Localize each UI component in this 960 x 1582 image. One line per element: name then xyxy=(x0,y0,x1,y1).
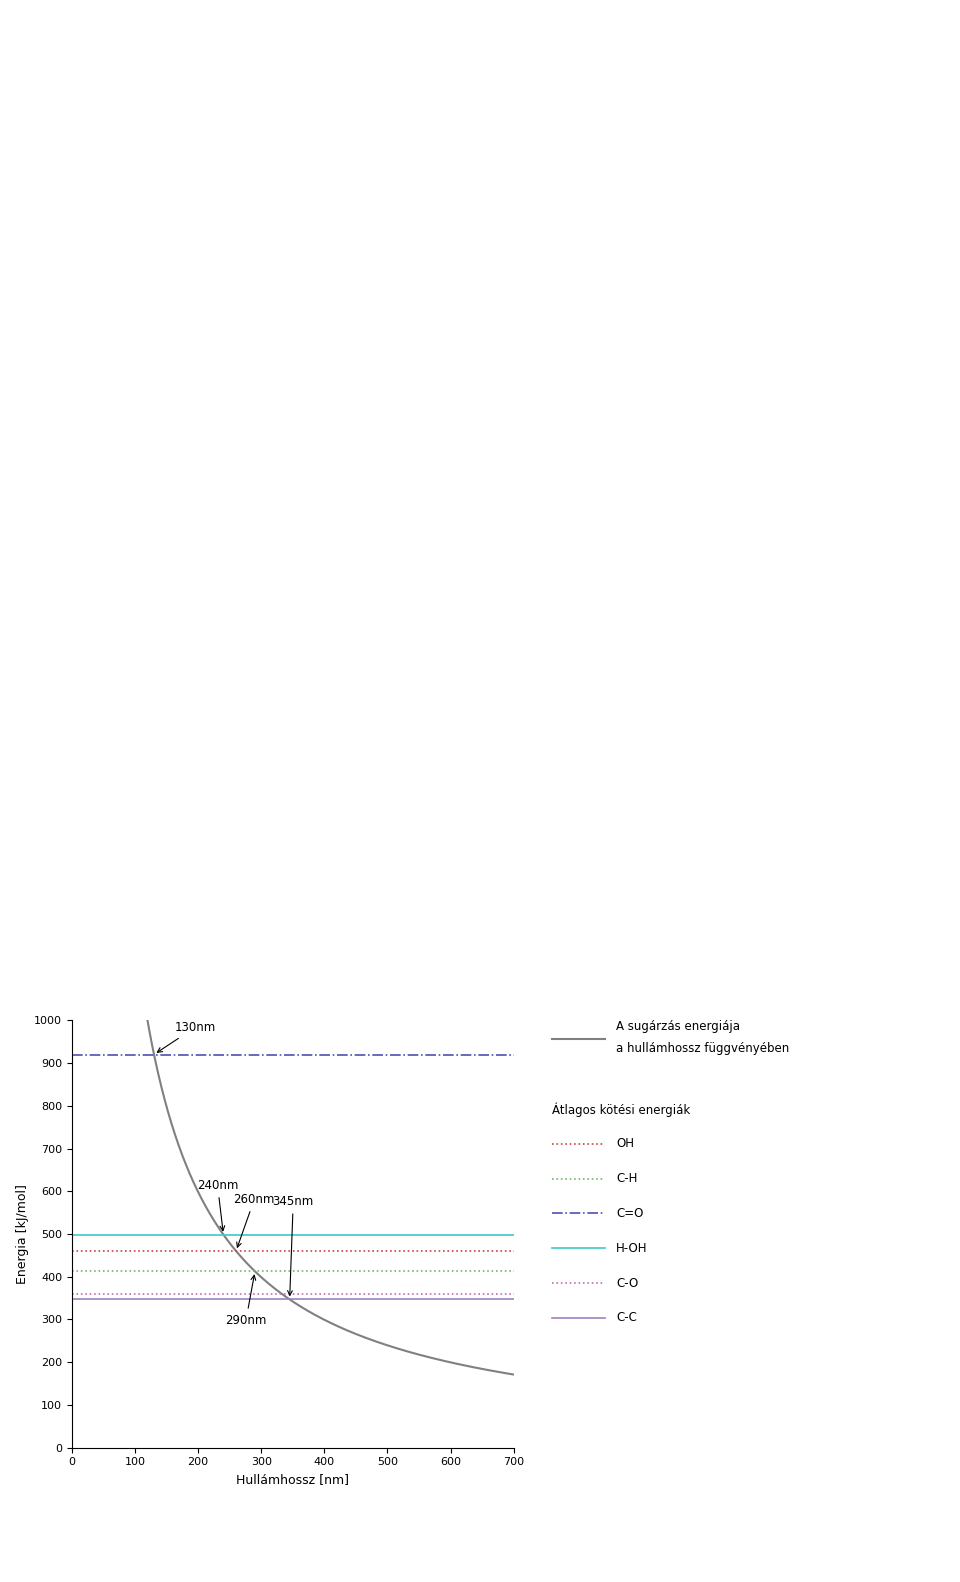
Text: 260nm: 260nm xyxy=(233,1193,275,1247)
Text: C-H: C-H xyxy=(616,1172,637,1185)
Text: 290nm: 290nm xyxy=(226,1275,267,1327)
Text: 130nm: 130nm xyxy=(157,1020,215,1052)
X-axis label: Hullámhossz [nm]: Hullámhossz [nm] xyxy=(236,1473,349,1485)
Text: A sugárzás energiája: A sugárzás energiája xyxy=(616,1020,740,1033)
Y-axis label: Energia [kJ/mol]: Energia [kJ/mol] xyxy=(15,1183,29,1285)
Text: Átlagos kötési energiák: Átlagos kötési energiák xyxy=(552,1103,690,1117)
Text: H-OH: H-OH xyxy=(616,1242,648,1255)
Text: C-O: C-O xyxy=(616,1277,638,1289)
Text: a hullámhossz függvényében: a hullámhossz függvényében xyxy=(616,1043,789,1055)
Text: OH: OH xyxy=(616,1137,635,1150)
Text: 240nm: 240nm xyxy=(197,1179,238,1231)
Text: 345nm: 345nm xyxy=(273,1196,314,1296)
Text: C=O: C=O xyxy=(616,1207,644,1220)
Text: C-C: C-C xyxy=(616,1311,637,1324)
